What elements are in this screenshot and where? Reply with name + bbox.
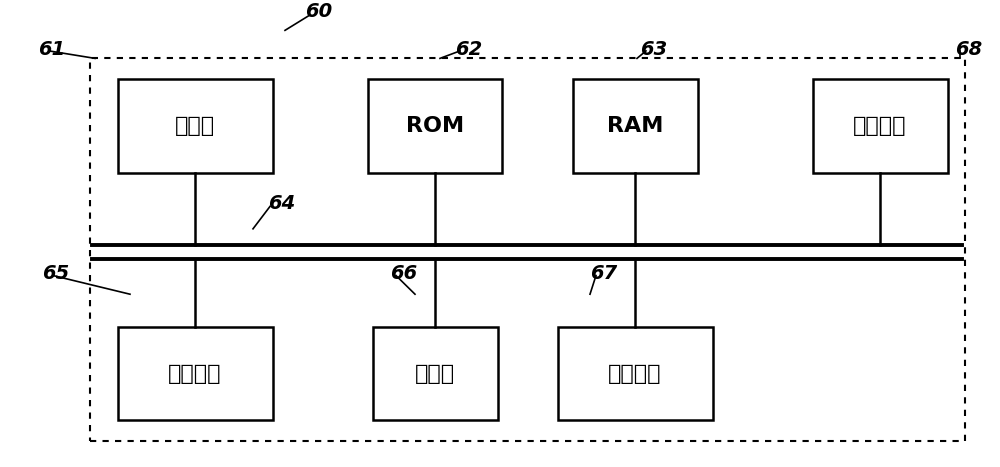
Bar	[368, 79, 502, 173]
Bar	[118, 79, 273, 173]
Text: 接口单元: 接口单元	[853, 116, 907, 136]
Text: 65: 65	[42, 264, 69, 283]
Text: 处理器: 处理器	[415, 364, 455, 383]
Bar	[372, 327, 498, 420]
Text: ROM: ROM	[406, 116, 464, 136]
Text: 67: 67	[590, 264, 617, 283]
Text: 62: 62	[455, 40, 482, 58]
Text: 输入装置: 输入装置	[168, 364, 222, 383]
Text: 63: 63	[640, 40, 667, 58]
Text: 66: 66	[390, 264, 417, 283]
Text: 64: 64	[268, 194, 295, 212]
Bar	[118, 327, 273, 420]
Text: RAM: RAM	[607, 116, 663, 136]
Bar	[90, 58, 965, 441]
Bar	[572, 79, 698, 173]
Text: 显示装置: 显示装置	[608, 364, 662, 383]
Text: 68: 68	[955, 40, 982, 58]
Text: 61: 61	[38, 40, 65, 58]
Text: 60: 60	[305, 2, 332, 21]
Text: 存储器: 存储器	[175, 116, 215, 136]
Bar	[558, 327, 712, 420]
Bar	[812, 79, 948, 173]
